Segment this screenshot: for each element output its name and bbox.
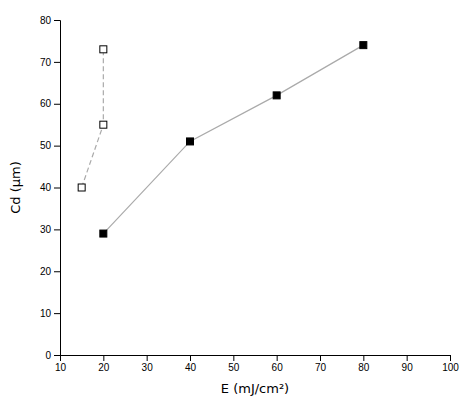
y-tick-label: 20	[40, 266, 52, 277]
point-marker	[273, 92, 280, 99]
y-tick-mark	[54, 188, 60, 189]
x-tick: 70	[315, 355, 327, 373]
y-tick: 40	[40, 182, 60, 193]
y-tick: 80	[40, 15, 60, 26]
x-tick-label: 100	[442, 362, 459, 373]
x-tick-mark	[407, 355, 408, 361]
series-line	[82, 49, 104, 187]
x-tick-label: 90	[402, 362, 414, 373]
x-tick-label: 60	[272, 362, 284, 373]
y-tick-mark	[54, 104, 60, 105]
y-tick: 20	[40, 266, 60, 277]
x-tick-mark	[147, 355, 148, 361]
y-tick-label: 70	[40, 57, 52, 68]
y-tick-label: 10	[40, 308, 52, 319]
x-tick-mark	[320, 355, 321, 361]
x-axis-title: E (mJ/cm²)	[221, 381, 289, 396]
x-tick-label: 40	[185, 362, 197, 373]
x-tick: 40	[185, 355, 197, 373]
x-tick-label: 50	[228, 362, 240, 373]
x-tick-mark	[190, 355, 191, 361]
marks	[78, 42, 367, 237]
y-tick-mark	[54, 271, 60, 272]
x-axis-line	[61, 356, 451, 362]
y-tick: 60	[40, 98, 60, 109]
y-axis-title: Cd (μm)	[8, 161, 23, 214]
series-line	[103, 45, 363, 233]
x-tick: 80	[358, 355, 370, 373]
point-marker	[360, 42, 367, 49]
point-marker	[78, 184, 85, 191]
x-tick: 90	[402, 355, 414, 373]
plot: 10 20 30 40 50 60 70 80 90 100 0 10 20 30 40 50 60 70 80	[40, 15, 459, 373]
point-marker	[100, 121, 107, 128]
x-tick: 30	[142, 355, 154, 373]
y-tick-mark	[54, 146, 60, 147]
y-tick: 0	[45, 350, 60, 361]
y-axis: 0 10 20 30 40 50 60 70 80	[40, 15, 61, 361]
y-tick-label: 30	[40, 224, 52, 235]
x-tick-label: 70	[315, 362, 327, 373]
x-tick-label: 30	[142, 362, 154, 373]
x-tick-mark	[103, 355, 104, 361]
point-marker	[100, 230, 107, 237]
x-tick: 10	[55, 355, 67, 373]
y-tick-label: 80	[40, 15, 52, 26]
chart: 10 20 30 40 50 60 70 80 90 100 0 10 20 30 40 50 60 70 80 E …	[0, 0, 474, 405]
x-tick-label: 10	[55, 362, 67, 373]
y-tick-mark	[54, 62, 60, 63]
y-axis-line	[54, 21, 61, 356]
y-tick-label: 0	[45, 350, 51, 361]
y-tick-label: 50	[40, 140, 52, 151]
y-tick-label: 40	[40, 182, 52, 193]
x-tick-mark	[233, 355, 234, 361]
point-marker	[100, 46, 107, 53]
y-tick: 30	[40, 224, 60, 235]
y-tick-label: 60	[40, 98, 52, 109]
y-tick-mark	[54, 20, 60, 21]
x-tick-mark	[363, 355, 364, 361]
x-tick: 50	[228, 355, 240, 373]
y-tick-mark	[54, 229, 60, 230]
x-tick-mark	[277, 355, 278, 361]
x-tick-label: 20	[98, 362, 110, 373]
point-marker	[187, 138, 194, 145]
y-tick: 70	[40, 57, 60, 68]
y-tick: 50	[40, 140, 60, 151]
x-tick: 20	[98, 355, 110, 373]
x-axis: 10 20 30 40 50 60 70 80 90 100	[55, 355, 459, 373]
x-tick-label: 80	[358, 362, 370, 373]
y-tick: 10	[40, 308, 60, 319]
y-tick-mark	[54, 355, 60, 356]
x-tick-mark	[450, 355, 451, 361]
x-tick: 100	[442, 355, 459, 373]
x-tick: 60	[272, 355, 284, 373]
y-tick-mark	[54, 313, 60, 314]
